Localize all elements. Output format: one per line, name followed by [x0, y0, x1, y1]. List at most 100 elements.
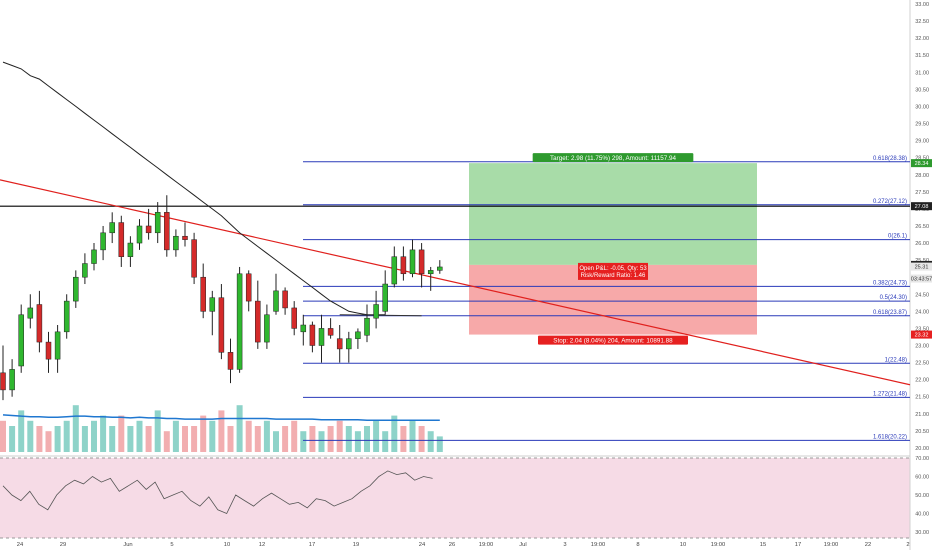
- price-tag-box: [911, 202, 932, 211]
- candle-body: [364, 317, 370, 336]
- time-tick-label: 26: [449, 542, 455, 548]
- time-tick-label: 15: [760, 542, 766, 548]
- candle-body: [255, 300, 261, 343]
- price-tick-label: 30.00: [915, 104, 929, 110]
- volume-bar: [172, 420, 179, 452]
- volume-bar: [273, 431, 279, 452]
- fib-level-label: 1.272(21.48): [873, 391, 907, 397]
- time-tick-label: Jul: [519, 542, 526, 548]
- candle-body: [227, 352, 234, 370]
- time-tick-label: 19:00: [824, 542, 839, 548]
- target-label: Target: 2.98 (11.75%) 298, Amount: 11157…: [550, 155, 677, 162]
- price-tick-label: 24.50: [915, 292, 929, 298]
- candle-body: [164, 212, 170, 251]
- volume-bar: [100, 415, 107, 452]
- moving-average-line: [2, 61, 386, 316]
- position-labels: Target: 2.98 (11.75%) 298, Amount: 11157…: [532, 153, 694, 345]
- rsi-line: [2, 470, 433, 515]
- candle-body: [18, 314, 24, 367]
- volume-bar: [200, 415, 207, 452]
- ma-flat-segment: [339, 314, 422, 317]
- price-tag-box: [911, 262, 932, 271]
- candle-body: [127, 242, 134, 257]
- price-tick-label: 29.50: [915, 122, 929, 128]
- candle-body: [282, 290, 288, 309]
- volume-bar: [118, 415, 125, 452]
- price-tag-label: 25.31: [915, 265, 929, 271]
- volume-bar: [72, 405, 79, 452]
- candle-body: [91, 249, 97, 264]
- price-tick-label: 21.00: [915, 412, 929, 418]
- volume-bar: [282, 426, 289, 452]
- volume-bar: [154, 410, 161, 452]
- price-tag-label: 23.32: [915, 333, 929, 339]
- candle-body: [218, 297, 225, 353]
- candle-body: [118, 222, 125, 257]
- volume-bar: [354, 431, 361, 452]
- position-zones: [469, 163, 757, 335]
- price-axis: 70.00 60.00 50.00 40.00 30.00 33.00 32.50 32.00…: [911, 2, 932, 536]
- price-tick-label: 33.00: [915, 2, 929, 8]
- candle-body: [0, 372, 6, 391]
- time-tick-label: 10: [680, 542, 686, 548]
- volume-bar: [218, 410, 225, 452]
- price-tag-label: 27.08: [915, 204, 929, 210]
- candle-body: [373, 304, 379, 319]
- candle-body: [63, 300, 70, 333]
- volume-bar: [91, 420, 97, 452]
- fib-level-label: 1(22.48): [885, 357, 907, 363]
- candle-body: [209, 297, 216, 312]
- fib-level-label: 0(26.1): [888, 234, 907, 240]
- volume-bar: [236, 405, 243, 452]
- price-tick-label: 27.50: [915, 190, 929, 196]
- rsi-tick-label: 70.00: [915, 456, 929, 462]
- volume-bar: [245, 420, 252, 452]
- price-tick-label: 26.00: [915, 241, 929, 247]
- price-tick-label: 20.50: [915, 429, 929, 435]
- candle-body: [318, 328, 325, 346]
- volume-bar: [45, 431, 52, 452]
- rsi-tick-label: 60.00: [915, 475, 929, 481]
- candle-body: [391, 256, 398, 285]
- candle-body: [336, 338, 343, 350]
- volume-bar: [18, 410, 25, 452]
- price-tick-label: 32.00: [915, 36, 929, 42]
- price-tick-label: 28.50: [915, 156, 929, 162]
- price-tick-label: 26.50: [915, 224, 929, 230]
- volume-bar: [109, 426, 116, 452]
- stop-label: Stop: 2.04 (8.04%) 204, Amount: 10891.88: [553, 338, 673, 345]
- candle-body: [173, 235, 179, 251]
- volume-bar: [336, 420, 343, 452]
- candle-body: [400, 256, 407, 275]
- time-tick-label: 24: [17, 542, 24, 548]
- price-tick-label: 31.50: [915, 53, 929, 59]
- time-tick-label: 12: [259, 542, 265, 548]
- volume-bar: [400, 426, 407, 452]
- candle-body: [109, 222, 115, 234]
- candle-body: [27, 307, 34, 319]
- fib-level-label: 0.272(27.12): [873, 199, 907, 205]
- volume-bar: [309, 426, 316, 452]
- candle-body: [182, 235, 188, 240]
- price-tick-label: 20.00: [915, 446, 929, 452]
- fib-level-label: 0.5(24.30): [880, 295, 907, 301]
- fib-level-label: 0.618(28.38): [873, 156, 907, 162]
- volume-bar: [263, 420, 270, 452]
- rsi-tick-label: 50.00: [915, 493, 929, 499]
- volume-bar: [63, 420, 70, 452]
- candle-body: [300, 324, 307, 333]
- price-tick-label: 31.00: [915, 70, 929, 76]
- price-tick-label: 32.50: [915, 19, 929, 25]
- volume-bar: [136, 420, 143, 452]
- fib-level-label: 0.382(24.73): [873, 280, 907, 286]
- time-tick-label: 29: [60, 542, 66, 548]
- candle-body: [437, 266, 443, 271]
- volume-bar: [364, 426, 370, 452]
- volume-bar: [418, 426, 425, 452]
- candle-body: [245, 273, 252, 302]
- time-tick-label: 19: [353, 542, 359, 548]
- volume-bar: [409, 420, 416, 452]
- candle-body: [54, 331, 61, 360]
